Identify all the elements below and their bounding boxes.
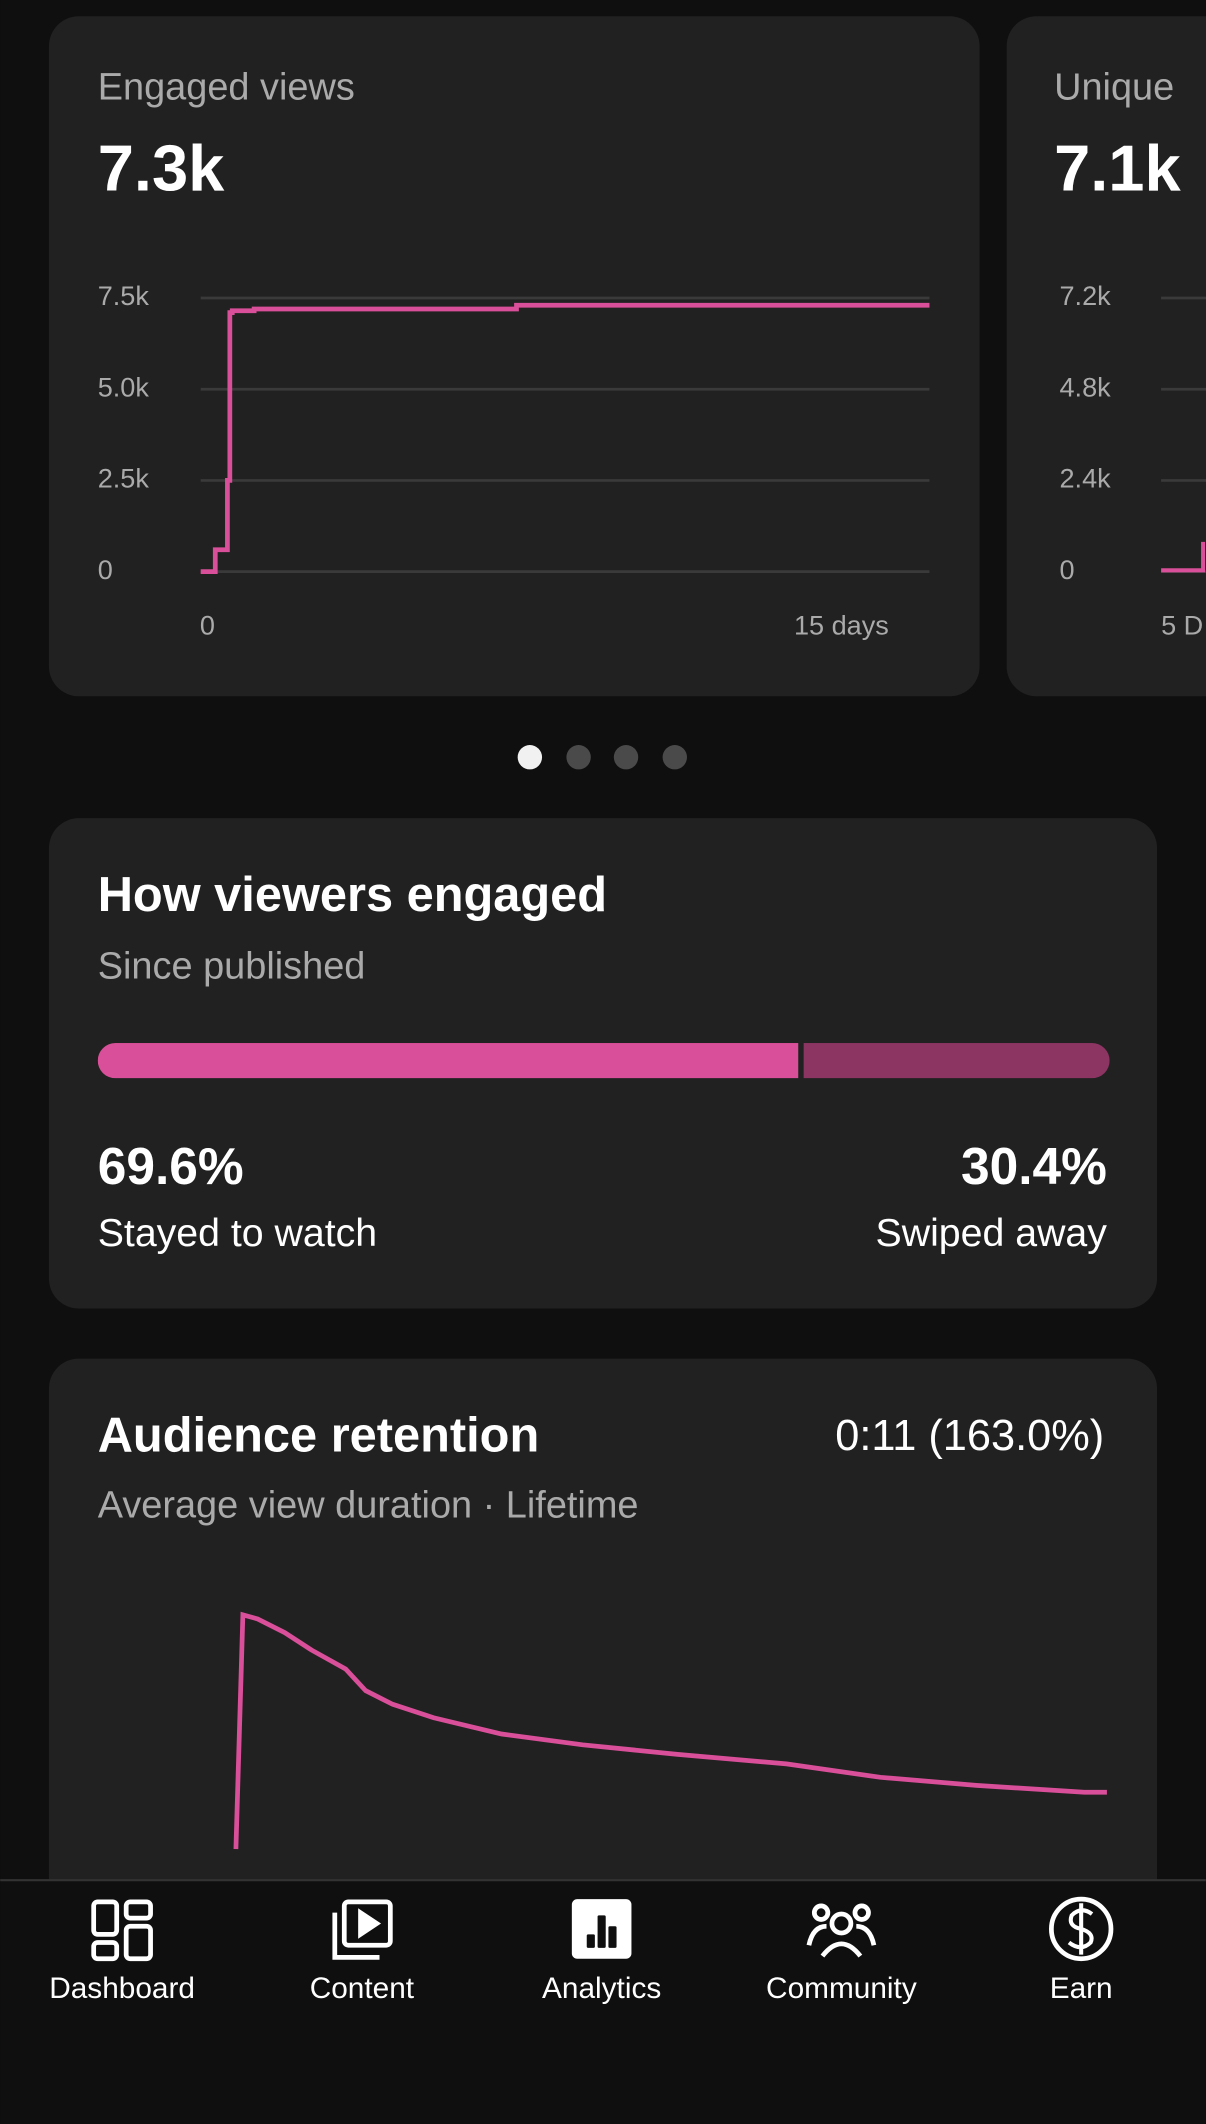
nav-label[interactable]: Content xyxy=(310,1972,415,2005)
bar-segment xyxy=(97,1043,799,1079)
card xyxy=(48,1358,1158,1982)
page-dot[interactable] xyxy=(566,745,591,770)
page-dot[interactable] xyxy=(613,745,639,770)
card-value: 7.1k xyxy=(1054,132,1181,205)
y-tick-label: 4.8k xyxy=(1059,371,1111,402)
page-dot[interactable] xyxy=(662,745,687,770)
icon-part xyxy=(1067,1903,1094,1955)
icon-part xyxy=(1048,1896,1114,1962)
icon-part xyxy=(811,1903,831,1922)
icon-part xyxy=(820,1941,863,1958)
icon-part xyxy=(597,1915,606,1948)
nav-label[interactable]: Dashboard xyxy=(49,1972,195,2005)
x-tick-label: 0 xyxy=(200,609,215,640)
line xyxy=(200,302,930,575)
icon-part xyxy=(586,1934,595,1948)
y-tick-label: 2.5k xyxy=(98,463,150,494)
percent-label: 69.6% xyxy=(98,1137,244,1195)
card[interactable] xyxy=(1006,16,1206,697)
y-tick-label: 5.0k xyxy=(98,371,150,402)
card-subtitle: Average view duration · Lifetime xyxy=(98,1485,639,1527)
nav-label[interactable]: Earn xyxy=(1050,1972,1113,2005)
card-title: Unique xyxy=(1054,66,1174,108)
y-tick-label: 0 xyxy=(98,554,113,585)
icon-part xyxy=(358,1908,382,1939)
segment-label: Swiped away xyxy=(876,1211,1108,1255)
icon-part xyxy=(806,1923,877,1946)
icon-part xyxy=(852,1903,871,1922)
page-dot[interactable] xyxy=(517,745,543,770)
y-tick-label: 7.2k xyxy=(1059,280,1111,311)
icon-part xyxy=(829,1911,854,1936)
x-tick-label: 5 D xyxy=(1161,609,1203,640)
line xyxy=(233,1611,1107,1850)
icon-part xyxy=(608,1926,617,1948)
percent-label: 30.4% xyxy=(961,1137,1107,1195)
card-title: How viewers engaged xyxy=(98,868,607,922)
y-tick-label: 0 xyxy=(1059,554,1074,585)
card[interactable] xyxy=(48,16,980,697)
icon-part xyxy=(91,1899,120,1937)
bar-segment xyxy=(803,1043,1110,1079)
icon-part xyxy=(123,1899,153,1921)
icon-part xyxy=(91,1940,120,1962)
card-subtitle: Since published xyxy=(98,946,366,988)
icon-part xyxy=(332,1912,380,1960)
card-title: Audience retention xyxy=(98,1408,540,1462)
card-title: Engaged views xyxy=(98,66,355,108)
icon-part xyxy=(123,1923,153,1962)
y-tick-label: 7.5k xyxy=(98,280,150,311)
x-tick-label: 15 days xyxy=(794,609,889,640)
segment-label: Stayed to watch xyxy=(98,1211,377,1255)
summary: 0:11 (163.0%) xyxy=(835,1412,1104,1460)
nav-label[interactable]: Analytics xyxy=(542,1972,661,2005)
card-value: 7.3k xyxy=(98,132,225,205)
line-fragment xyxy=(1161,541,1206,573)
nav-icons xyxy=(91,1896,1114,1962)
nav-label[interactable]: Community xyxy=(766,1972,917,2005)
y-tick-label: 2.4k xyxy=(1059,463,1111,494)
icon-part xyxy=(341,1899,393,1948)
